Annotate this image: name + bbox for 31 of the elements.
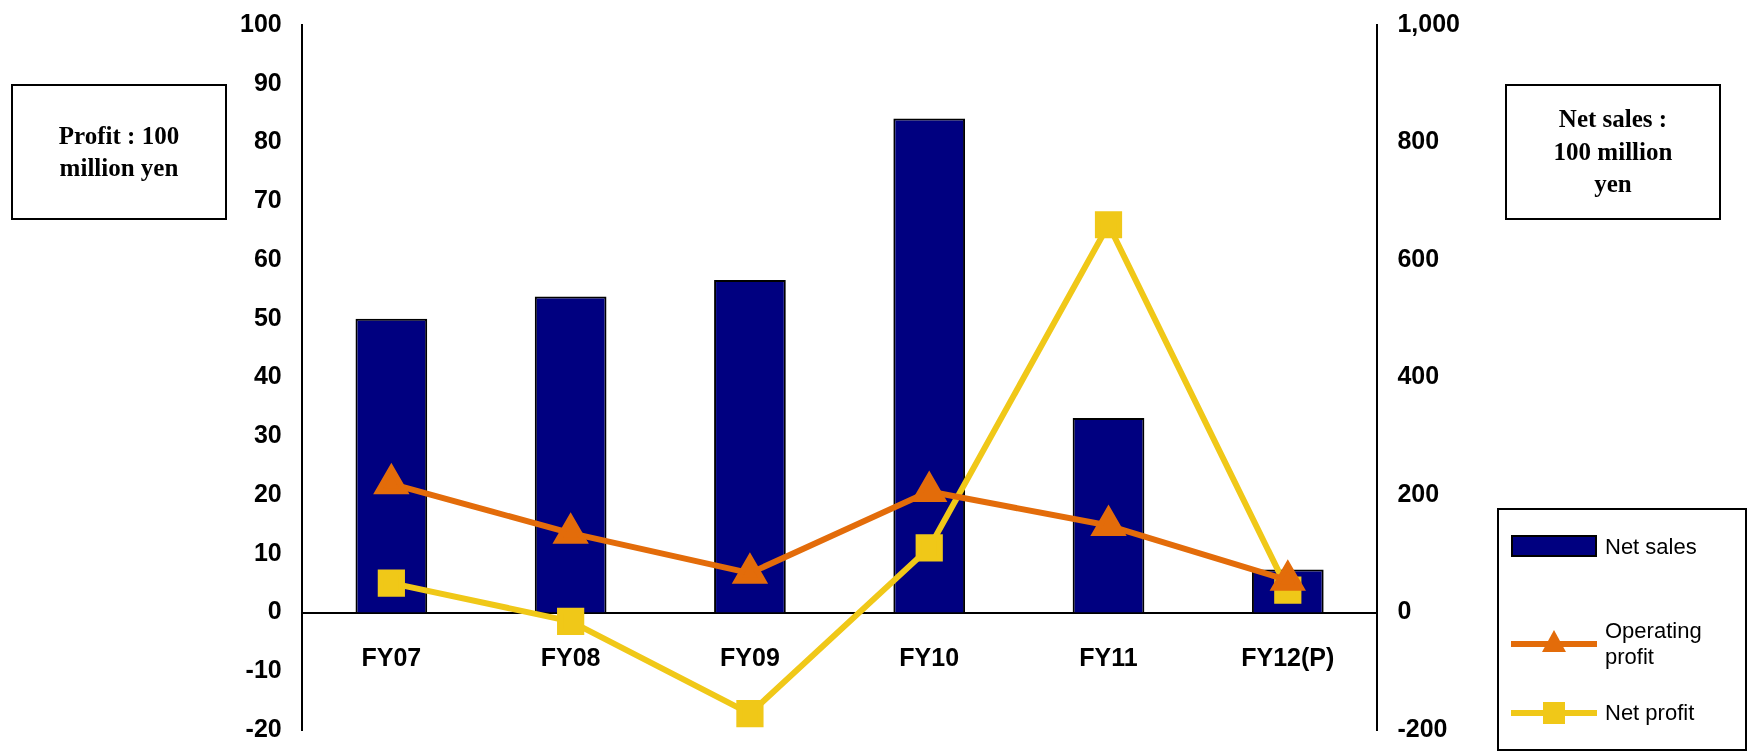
- legend-label: Net sales: [1605, 534, 1698, 560]
- x-tick-label: FY09: [720, 643, 780, 672]
- y-tick-label: -10: [245, 655, 282, 684]
- y-tick-label: 30: [253, 420, 282, 449]
- y2-tick-label: 1,000: [1397, 8, 1460, 37]
- y2-tick-label: -200: [1397, 713, 1448, 742]
- y2-tick-label: 400: [1397, 361, 1440, 390]
- y-tick-label: 80: [253, 126, 282, 155]
- y2-tick-label: 800: [1397, 126, 1440, 155]
- y-tick-label: 10: [253, 537, 282, 566]
- legend-label: Net profit: [1605, 700, 1696, 726]
- x-tick-label: FY08: [540, 643, 601, 672]
- x-tick-label: FY11: [1079, 643, 1138, 672]
- y-tick-label: 60: [253, 243, 282, 272]
- y-tick-label: 70: [253, 185, 282, 214]
- x-tick-label: FY10: [899, 643, 960, 672]
- y2-tick-label: 200: [1397, 478, 1440, 507]
- y-tick-label: -20: [245, 713, 282, 742]
- y2-tick-label: 600: [1397, 243, 1440, 272]
- legend-label: Operating profit: [1605, 618, 1703, 670]
- y-axis-title: Profit : 100 million yen: [11, 84, 227, 220]
- y-tick-label: 0: [267, 596, 282, 625]
- y-tick-label: 100: [239, 8, 282, 37]
- x-tick-label: FY12(P): [1241, 643, 1335, 672]
- y2-axis-title: Net sales : 100 million yen: [1505, 84, 1721, 220]
- y-tick-label: 90: [253, 67, 282, 96]
- y-tick-label: 50: [253, 302, 282, 331]
- y-tick-label: 40: [253, 361, 282, 390]
- y2-tick-label: 0: [1397, 596, 1412, 625]
- y-tick-label: 20: [253, 478, 282, 507]
- x-tick-label: FY07: [361, 643, 422, 672]
